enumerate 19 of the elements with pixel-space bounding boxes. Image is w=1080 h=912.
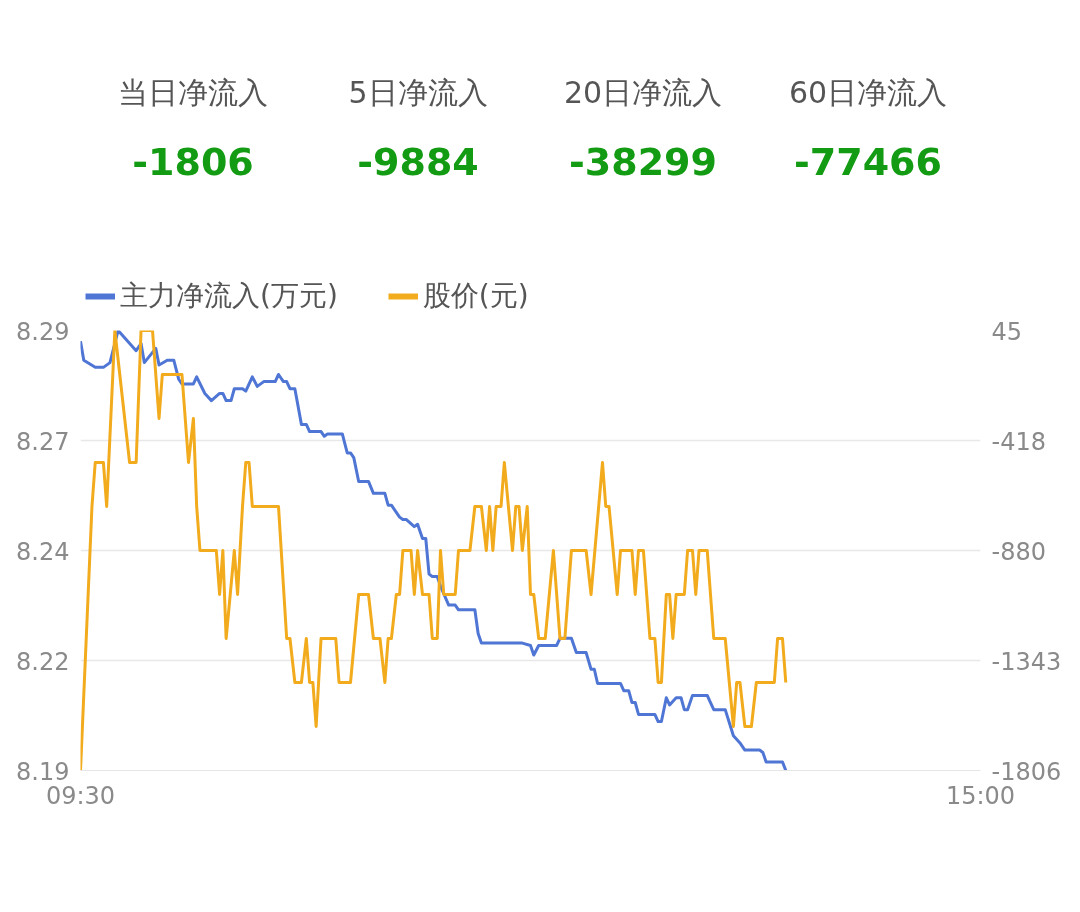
y2-tick-label: -880 bbox=[991, 537, 1046, 566]
data-label: -77466 bbox=[794, 140, 942, 184]
legend-label: 股价(元) bbox=[422, 278, 529, 314]
legend-label: 主力净流入(万元) bbox=[120, 278, 338, 314]
data-label: -38299 bbox=[569, 140, 717, 184]
y-tick-label: 8.27 bbox=[16, 427, 70, 456]
category-label: 5日净流入 bbox=[348, 75, 488, 111]
category-label: 60日净流入 bbox=[788, 75, 948, 111]
y-tick-label: 8.24 bbox=[16, 537, 70, 566]
y2-tick-label: -418 bbox=[991, 427, 1046, 456]
category-label: 20日净流入 bbox=[563, 75, 723, 111]
y2-tick-label: -1343 bbox=[991, 647, 1062, 676]
y-tick-label: 8.29 bbox=[16, 317, 70, 346]
y-tick-label: 8.22 bbox=[16, 647, 70, 676]
y2-tick-label: 45 bbox=[991, 317, 1023, 346]
data-label: -1806 bbox=[132, 140, 254, 184]
line-series bbox=[80, 330, 788, 771]
category-label: 当日净流入 bbox=[118, 75, 268, 111]
data-label: -9884 bbox=[357, 140, 479, 184]
